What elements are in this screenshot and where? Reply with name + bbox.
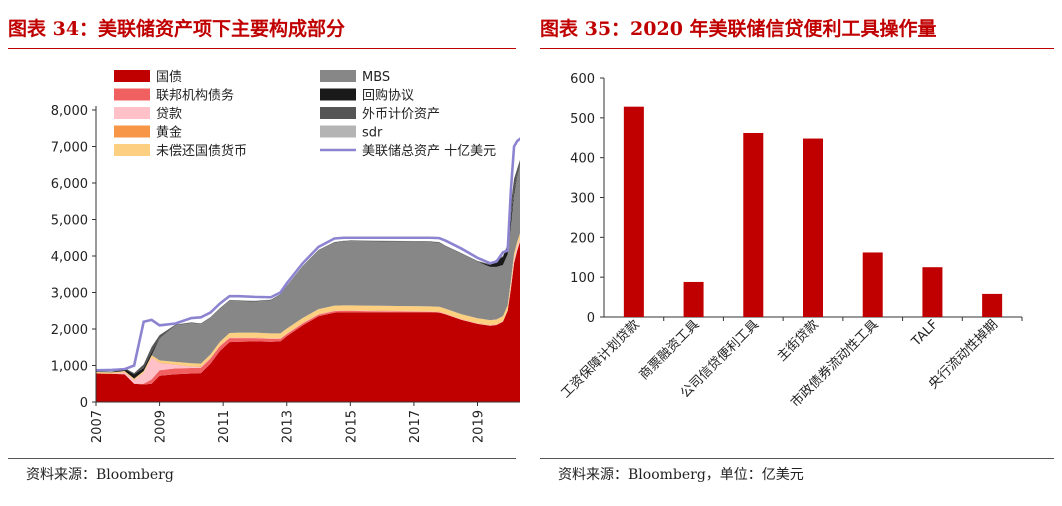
legend-label-3: 回购协议: [362, 88, 414, 104]
bar-0: [623, 106, 644, 318]
legend-label-1: MBS: [362, 70, 390, 85]
legend-label-5: 外币计价资产: [362, 107, 440, 122]
legend-swatch-8: [114, 144, 150, 156]
left-y-tick-5: 5,000: [51, 214, 88, 229]
right-y-tick-3: 300: [570, 192, 595, 207]
left-source-note: 资料来源：Bloomberg: [26, 467, 174, 483]
legend-label-8: 未偿还国债货币: [156, 143, 247, 159]
bar-3: [803, 138, 823, 317]
left-y-tick-4: 4,000: [51, 250, 88, 265]
right-y-tick-6: 600: [570, 72, 595, 87]
legend-label-0: 国债: [156, 70, 182, 85]
legend-label-2: 联邦机构债务: [156, 88, 234, 104]
left-y-tick-6: 6,000: [51, 177, 88, 192]
bar-2: [743, 132, 764, 317]
right-source-rule: [540, 458, 1054, 459]
bar-1: [683, 281, 704, 317]
legend-swatch-3: [320, 88, 356, 101]
bar-4: [862, 252, 883, 317]
legend-swatch-1: [320, 70, 356, 82]
fed-assets-area-chart: 0 1,000 2,000 3,000 4,000 5,000 6,000 7,000 8,00…: [51, 70, 520, 443]
bar-5: [922, 267, 943, 317]
area-series-5: [96, 164, 520, 379]
right-source-note: 资料来源：Bloomberg，单位：亿美元: [558, 467, 804, 483]
category-label-0: 工资保障计划贷款: [559, 317, 643, 401]
legend-label-9: 美联储总资产 十亿美元: [362, 144, 496, 159]
left-y-tick-1: 1,000: [51, 360, 88, 375]
left-title-rule: [8, 48, 516, 49]
left-x-tick-3: 2013: [281, 410, 296, 443]
legend-swatch-7: [320, 125, 356, 138]
legend-swatch-6: [114, 125, 150, 138]
left-y-tick-8: 8,000: [51, 104, 88, 119]
right-title-rule: [540, 48, 1054, 49]
left-x-tick-0: 2007: [90, 410, 105, 443]
legend-swatch-2: [114, 88, 150, 101]
left-y-tick-0: 0: [80, 396, 88, 411]
left-x-tick-5: 2017: [408, 410, 423, 443]
left-x-tick-6: 2019: [471, 410, 486, 443]
category-label-3: 主街贷款: [774, 317, 821, 364]
left-chart-title: 图表 34：美联储资产项下主要构成部分: [8, 18, 346, 40]
right-chart-title: 图表 35：2020 年美联储信贷便利工具操作量: [540, 18, 937, 40]
legend-label-6: 黄金: [156, 125, 182, 141]
left-y-tick-3: 3,000: [51, 287, 88, 302]
category-label-5: TALF: [908, 317, 941, 350]
right-y-tick-4: 400: [570, 152, 595, 167]
left-y-tick-7: 7,000: [51, 141, 88, 156]
left-x-tick-2: 2011: [217, 410, 232, 443]
legend-swatch-0: [114, 70, 150, 82]
right-y-tick-5: 500: [570, 112, 595, 127]
right-y-tick-1: 100: [570, 271, 595, 286]
legend-swatch-5: [320, 107, 356, 119]
right-y-tick-0: 0: [587, 311, 595, 326]
legend-label-4: 贷款: [156, 107, 182, 122]
area-series-0: [96, 242, 520, 402]
left-y-tick-2: 2,000: [51, 323, 88, 338]
bar-6: [982, 293, 1003, 317]
left-source-rule: [8, 458, 516, 459]
legend-label-7: sdr: [362, 126, 383, 141]
left-x-tick-1: 2009: [154, 410, 169, 443]
left-x-tick-4: 2015: [344, 410, 359, 443]
right-y-tick-2: 200: [570, 231, 595, 246]
category-label-1: 商票融资工具: [637, 317, 703, 383]
legend-swatch-4: [114, 107, 150, 119]
total-assets-line: [95, 137, 520, 372]
